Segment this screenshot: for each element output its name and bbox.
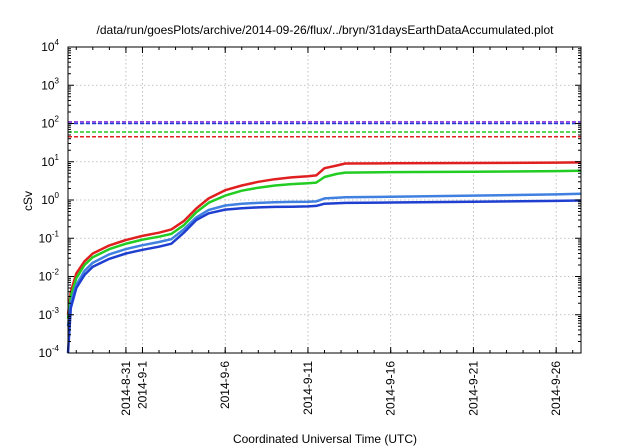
series-line	[66, 199, 582, 354]
series-line	[66, 169, 582, 319]
y-tick-label: 103	[41, 76, 59, 92]
x-tick-label: 2014-9-16	[384, 361, 398, 416]
y-tick-label: 100	[41, 191, 59, 207]
x-axis-ticks: 2014-8-31 2014-9-1 2014-9-6 2014-9-11 2014-9…	[75, 47, 574, 416]
y-axis-label: cSv	[21, 191, 35, 211]
x-tick-label: 2014-9-21	[466, 361, 480, 416]
series-group	[66, 161, 582, 354]
series-line	[66, 192, 582, 327]
series-line	[66, 161, 582, 315]
y-tick-label: 10-1	[39, 229, 60, 245]
y-tick-label: 102	[41, 115, 59, 131]
x-tick-label: 2014-9-11	[301, 361, 315, 415]
x-tick-label: 2014-9-26	[549, 361, 563, 416]
x-tick-label: 2014-9-1	[135, 361, 149, 409]
x-tick-label: 2014-9-6	[218, 361, 232, 409]
y-tick-label: 10-3	[39, 306, 60, 322]
y-tick-label: 101	[41, 153, 59, 169]
x-axis-label: Coordinated Universal Time (UTC)	[233, 432, 417, 446]
grid	[68, 47, 581, 353]
y-tick-label: 10-2	[39, 268, 60, 284]
chart-title: /data/run/goesPlots/archive/2014-09-26/f…	[97, 23, 555, 37]
reference-lines	[68, 121, 581, 138]
y-tick-label: 10-4	[39, 344, 60, 360]
y-axis-ticks: 10-4 10-3 10-2 10-1 100 101 102 103 104	[39, 38, 581, 360]
x-tick-label: 2014-8-31	[119, 361, 133, 416]
y-tick-label: 104	[41, 38, 59, 54]
